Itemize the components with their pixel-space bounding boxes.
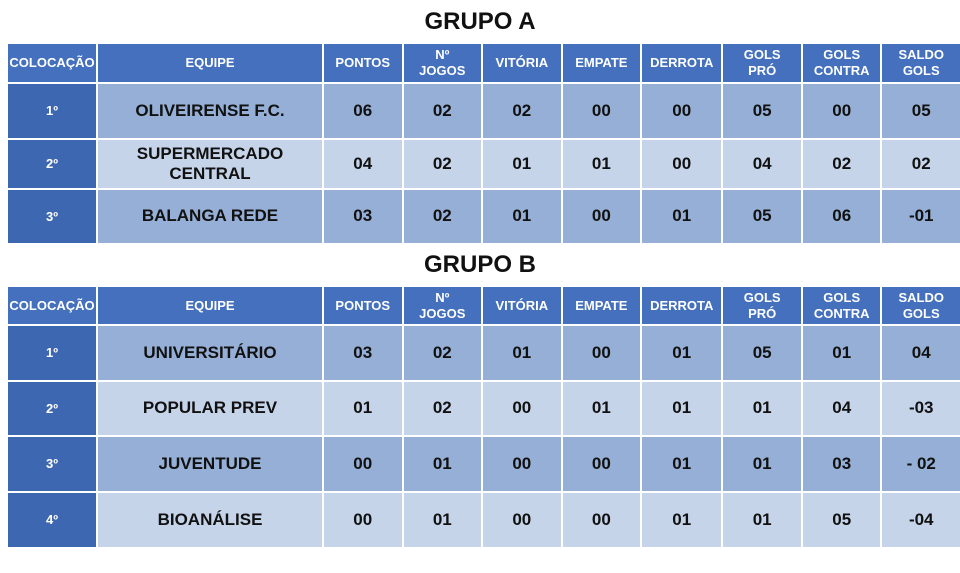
stat-cell: 04 [882, 326, 960, 380]
stat-cell: 04 [324, 140, 402, 188]
stat-cell: 01 [483, 140, 561, 188]
stat-cell: 05 [802, 493, 881, 547]
stat-cell: 06 [324, 84, 402, 138]
stat-cell: 04 [723, 140, 801, 188]
team-cell: SUPERMERCADO CENTRAL [98, 140, 322, 188]
stat-cell: 03 [802, 437, 881, 491]
stat-cell: 03 [324, 326, 402, 380]
header-cell: GOLS PRÓ [723, 44, 801, 82]
header-cell: GOLS PRÓ [723, 287, 801, 324]
stat-cell: 01 [403, 437, 482, 491]
stat-cell: 02 [403, 140, 482, 188]
stat-cell: 00 [483, 493, 561, 547]
stat-cell: 02 [882, 140, 960, 188]
team-cell: OLIVEIRENSE F.C. [98, 84, 322, 138]
header-cell: PONTOS [324, 44, 402, 82]
stat-cell: 00 [324, 437, 402, 491]
stat-cell: 01 [642, 382, 722, 435]
stat-cell: 04 [802, 382, 881, 435]
group-title: GRUPO A [424, 8, 536, 35]
position-cell: 2º [8, 382, 96, 435]
stat-cell: -04 [882, 493, 960, 547]
header-cell: EQUIPE [98, 287, 322, 324]
stat-cell: -01 [882, 190, 960, 243]
team-cell: JUVENTUDE [98, 437, 322, 491]
position-cell: 1º [8, 326, 96, 380]
position-cell: 2º [8, 140, 96, 188]
stat-cell: 01 [723, 382, 801, 435]
header-cell: Nº JOGOS [403, 287, 482, 324]
header-cell: Nº JOGOS [403, 44, 482, 82]
stat-cell: 05 [723, 84, 801, 138]
position-cell: 4º [8, 493, 96, 547]
header-cell: PONTOS [324, 287, 402, 324]
header-cell: SALDO GOLS [882, 287, 960, 324]
stat-cell: 05 [882, 84, 960, 138]
stat-cell: 00 [642, 84, 722, 138]
header-cell: EMPATE [562, 287, 641, 324]
team-cell: BALANGA REDE [98, 190, 322, 243]
stat-cell: 01 [642, 493, 722, 547]
stat-cell: 00 [562, 84, 641, 138]
standings-table: COLOCAÇÃO EQUIPE PONTOS Nº JOGOS VITÓRIA EMPA… [8, 287, 960, 547]
stat-cell: -03 [882, 382, 960, 435]
stat-cell: 02 [483, 84, 561, 138]
stat-cell: 03 [324, 190, 402, 243]
stat-cell: 00 [562, 326, 641, 380]
header-cell: SALDO GOLS [882, 44, 960, 82]
stat-cell: 01 [562, 140, 641, 188]
stat-cell: 00 [324, 493, 402, 547]
stat-cell: 02 [403, 84, 482, 138]
header-cell: EMPATE [562, 44, 641, 82]
stat-cell: 00 [562, 493, 641, 547]
header-cell: COLOCAÇÃO [8, 44, 96, 82]
stat-cell: 01 [802, 326, 881, 380]
header-cell: DERROTA [642, 44, 722, 82]
header-cell: GOLS CONTRA [802, 287, 881, 324]
stat-cell: 01 [403, 493, 482, 547]
stat-cell: 01 [483, 326, 561, 380]
team-cell: BIOANÁLISE [98, 493, 322, 547]
stat-cell: 01 [642, 190, 722, 243]
position-cell: 3º [8, 190, 96, 243]
position-cell: 1º [8, 84, 96, 138]
header-cell: COLOCAÇÃO [8, 287, 96, 324]
stat-cell: 00 [483, 437, 561, 491]
stat-cell: 01 [723, 437, 801, 491]
stat-cell: 01 [723, 493, 801, 547]
stat-cell: 02 [403, 326, 482, 380]
header-cell: EQUIPE [98, 44, 322, 82]
stat-cell: 01 [642, 437, 722, 491]
stat-cell: 00 [483, 382, 561, 435]
stat-cell: 01 [642, 326, 722, 380]
stat-cell: 05 [723, 190, 801, 243]
stat-cell: 02 [403, 190, 482, 243]
stat-cell: 00 [802, 84, 881, 138]
group-title: GRUPO B [423, 251, 536, 278]
team-cell: POPULAR PREV [98, 382, 322, 435]
stat-cell: 06 [802, 190, 881, 243]
standings-table: COLOCAÇÃO EQUIPE PONTOS Nº JOGOS VITÓRIA EMPA… [8, 44, 960, 243]
stat-cell: 01 [483, 190, 561, 243]
stat-cell: 00 [642, 140, 722, 188]
team-cell: UNIVERSITÁRIO [98, 326, 322, 380]
stat-cell: 00 [562, 190, 641, 243]
stat-cell: 01 [562, 382, 641, 435]
header-cell: DERROTA [642, 287, 722, 324]
header-cell: VITÓRIA [483, 287, 561, 324]
position-cell: 3º [8, 437, 96, 491]
stat-cell: 02 [403, 382, 482, 435]
header-cell: GOLS CONTRA [802, 44, 881, 82]
stat-cell: 01 [324, 382, 402, 435]
stat-cell: 05 [723, 326, 801, 380]
header-cell: VITÓRIA [483, 44, 561, 82]
stat-cell: 02 [802, 140, 881, 188]
stat-cell: 00 [562, 437, 641, 491]
stat-cell: - 02 [882, 437, 960, 491]
